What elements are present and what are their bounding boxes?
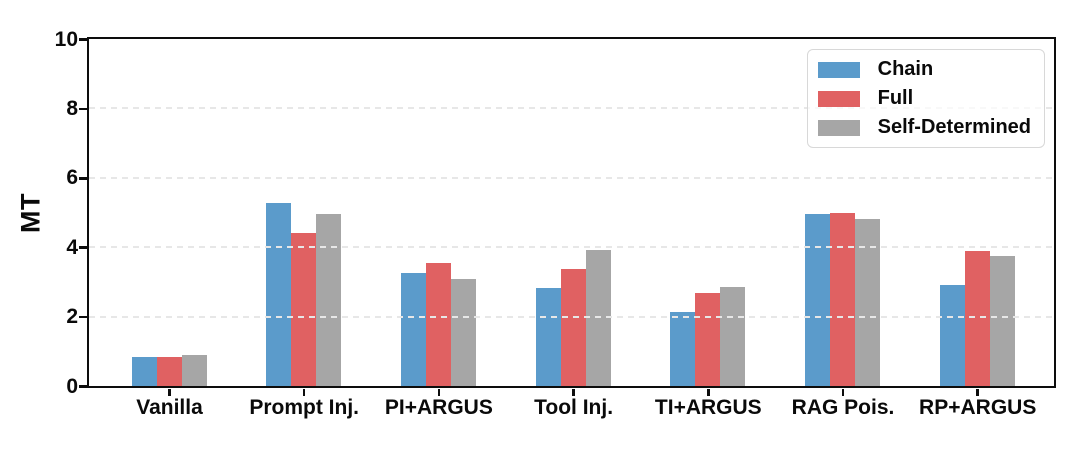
bar-chain-prompt-inj	[266, 202, 292, 386]
x-tick-label-ti-argus: TI+ARGUS	[654, 396, 762, 419]
bar-full-tool-inj	[560, 269, 586, 386]
legend-item-chain: Chain	[817, 55, 1031, 84]
legend-item-full: Full	[817, 84, 1031, 113]
y-tick-label-4: 4	[66, 235, 78, 259]
bar-self-determined-ti-argus	[720, 287, 746, 386]
legend-swatch-full	[817, 90, 860, 107]
gridline-y-2	[89, 315, 1054, 318]
legend-label-full: Full	[877, 87, 914, 109]
bar-chain-tool-inj	[535, 288, 561, 386]
legend-item-self-determined: Self-Determined	[817, 113, 1031, 142]
gridline-y-8	[89, 107, 1054, 110]
bar-self-determined-prompt-inj	[316, 214, 342, 386]
legend: Chain Full Self-Determined	[806, 49, 1045, 148]
y-tick-mark-0	[79, 385, 87, 388]
bar-self-determined-rag-pois	[855, 218, 880, 386]
gridline-y-4	[89, 246, 1054, 249]
bar-full-rag-pois	[830, 212, 855, 386]
bar-full-ti-argus	[695, 293, 721, 386]
y-axis-title: MT	[15, 193, 46, 233]
x-tick-mark-ti-argus	[707, 389, 710, 396]
x-tick-label-rp-argus: RP+ARGUS	[919, 396, 1037, 419]
x-tick-mark-vanilla	[168, 389, 171, 396]
gridline-y-6	[89, 176, 1054, 179]
x-tick-mark-prompt-inj	[302, 389, 306, 396]
x-tick-mark-pi-argus	[437, 389, 441, 396]
bar-self-determined-vanilla	[181, 355, 207, 386]
y-tick-mark-2	[79, 315, 87, 319]
bar-self-determined-tool-inj	[585, 249, 611, 386]
bar-self-determined-pi-argus	[450, 279, 476, 386]
y-tick-mark-6	[79, 177, 87, 180]
y-tick-mark-4	[79, 246, 87, 249]
x-tick-label-prompt-inj: Prompt Inj.	[249, 396, 360, 419]
y-tick-mark-10	[79, 38, 87, 41]
y-tick-label-0: 0	[66, 374, 78, 398]
plot-area: Chain Full Self-Determined	[87, 37, 1056, 388]
x-tick-label-rag-pois: RAG Pois.	[791, 396, 895, 419]
y-tick-label-10: 10	[54, 27, 78, 51]
x-tick-label-tool-inj: Tool Inj.	[534, 396, 614, 419]
y-tick-label-6: 6	[66, 166, 78, 190]
bar-chain-ti-argus	[670, 312, 696, 386]
bar-chain-vanilla	[131, 356, 157, 386]
legend-label-chain: Chain	[877, 58, 934, 80]
bar-chain-pi-argus	[400, 273, 426, 386]
x-tick-label-pi-argus: PI+ARGUS	[384, 396, 493, 419]
x-tick-mark-rag-pois	[841, 389, 845, 396]
bar-full-pi-argus	[425, 262, 451, 386]
legend-label-self-determined: Self-Determined	[877, 116, 1031, 138]
x-tick-label-vanilla: Vanilla	[136, 396, 203, 419]
bar-chain-rag-pois	[805, 214, 830, 386]
bar-full-vanilla	[156, 356, 182, 386]
bar-full-prompt-inj	[291, 232, 317, 386]
x-tick-mark-tool-inj	[572, 389, 575, 396]
y-tick-mark-8	[79, 107, 87, 111]
bar-full-rp-argus	[964, 250, 990, 386]
y-tick-label-8: 8	[66, 96, 78, 120]
bar-chain-rp-argus	[939, 285, 965, 386]
x-tick-mark-rp-argus	[976, 389, 979, 396]
bar-self-determined-rp-argus	[989, 255, 1015, 386]
y-tick-label-2: 2	[66, 305, 78, 329]
legend-swatch-self-determined	[817, 119, 860, 136]
legend-swatch-chain	[817, 61, 860, 78]
